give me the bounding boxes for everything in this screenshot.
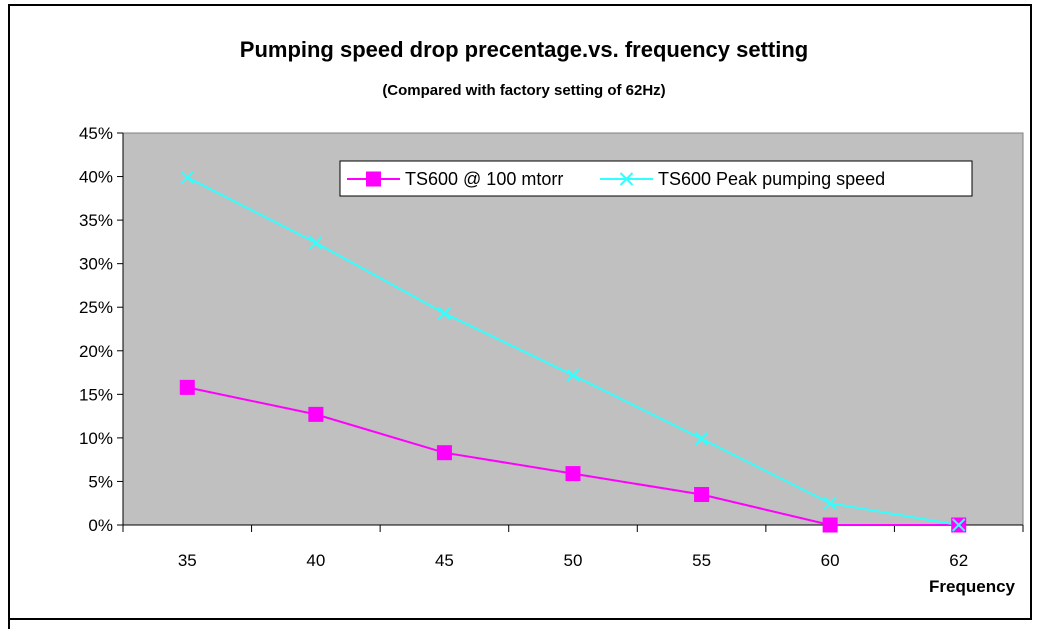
x-tick-label: 60	[821, 551, 840, 570]
legend-marker	[619, 172, 634, 186]
chart-subtitle: (Compared with factory setting of 62Hz)	[382, 82, 665, 99]
y-tick-label: 35%	[79, 211, 113, 230]
y-tick-label: 10%	[79, 429, 113, 448]
data-point	[179, 379, 195, 395]
legend-item: TS600 Peak pumping speed	[600, 169, 885, 189]
data-point	[822, 517, 838, 533]
frame-corner-line	[8, 620, 10, 629]
y-tick-label: 20%	[79, 342, 113, 361]
x-tick-label: 40	[306, 551, 325, 570]
series-layer	[179, 170, 967, 533]
legend-items: TS600 @ 100 mtorr TS600 Peak pumping spee…	[347, 169, 885, 189]
y-tick-label: 45%	[79, 124, 113, 143]
y-tick-label: 30%	[79, 255, 113, 274]
y-tick-label: 0%	[88, 516, 113, 535]
data-point	[566, 368, 580, 382]
x-tick-label: 62	[949, 551, 968, 570]
legend-box	[339, 160, 973, 197]
data-point	[437, 306, 452, 321]
data-point	[308, 406, 324, 422]
x-axis-label: Frequency	[929, 577, 1016, 596]
data-point	[180, 170, 194, 185]
y-tick-label: 5%	[88, 472, 113, 491]
legend-item: TS600 @ 100 mtorr	[347, 169, 563, 189]
data-point	[823, 496, 837, 510]
y-axis: 0% 5% 10% 15% 20% 25% 30% 35% 40% 45%	[79, 124, 124, 535]
data-point	[565, 466, 581, 482]
chart-title: Pumping speed drop precentage.vs. freque…	[240, 37, 808, 62]
legend-label: TS600 @ 100 mtorr	[405, 169, 563, 189]
y-tick-label: 15%	[79, 385, 113, 404]
series-2-points	[180, 170, 966, 532]
x-tick-label: 55	[692, 551, 711, 570]
plot-area	[122, 132, 1024, 526]
y-tick-label: 40%	[79, 168, 113, 187]
x-tick-label: 35	[178, 551, 197, 570]
data-point	[436, 445, 452, 461]
data-point	[694, 432, 709, 446]
data-point	[309, 236, 323, 250]
data-point	[694, 487, 710, 503]
data-point	[952, 518, 966, 532]
x-tick-label: 50	[564, 551, 583, 570]
x-axis: 35 40 45 50 55 60 62	[122, 524, 1024, 570]
legend-label: TS600 Peak pumping speed	[658, 169, 885, 189]
legend: TS600 @ 100 mtorr TS600 Peak pumping spee…	[339, 160, 973, 197]
x-tick-label: 45	[435, 551, 454, 570]
legend-marker	[366, 171, 381, 187]
y-tick-label: 25%	[79, 298, 113, 317]
